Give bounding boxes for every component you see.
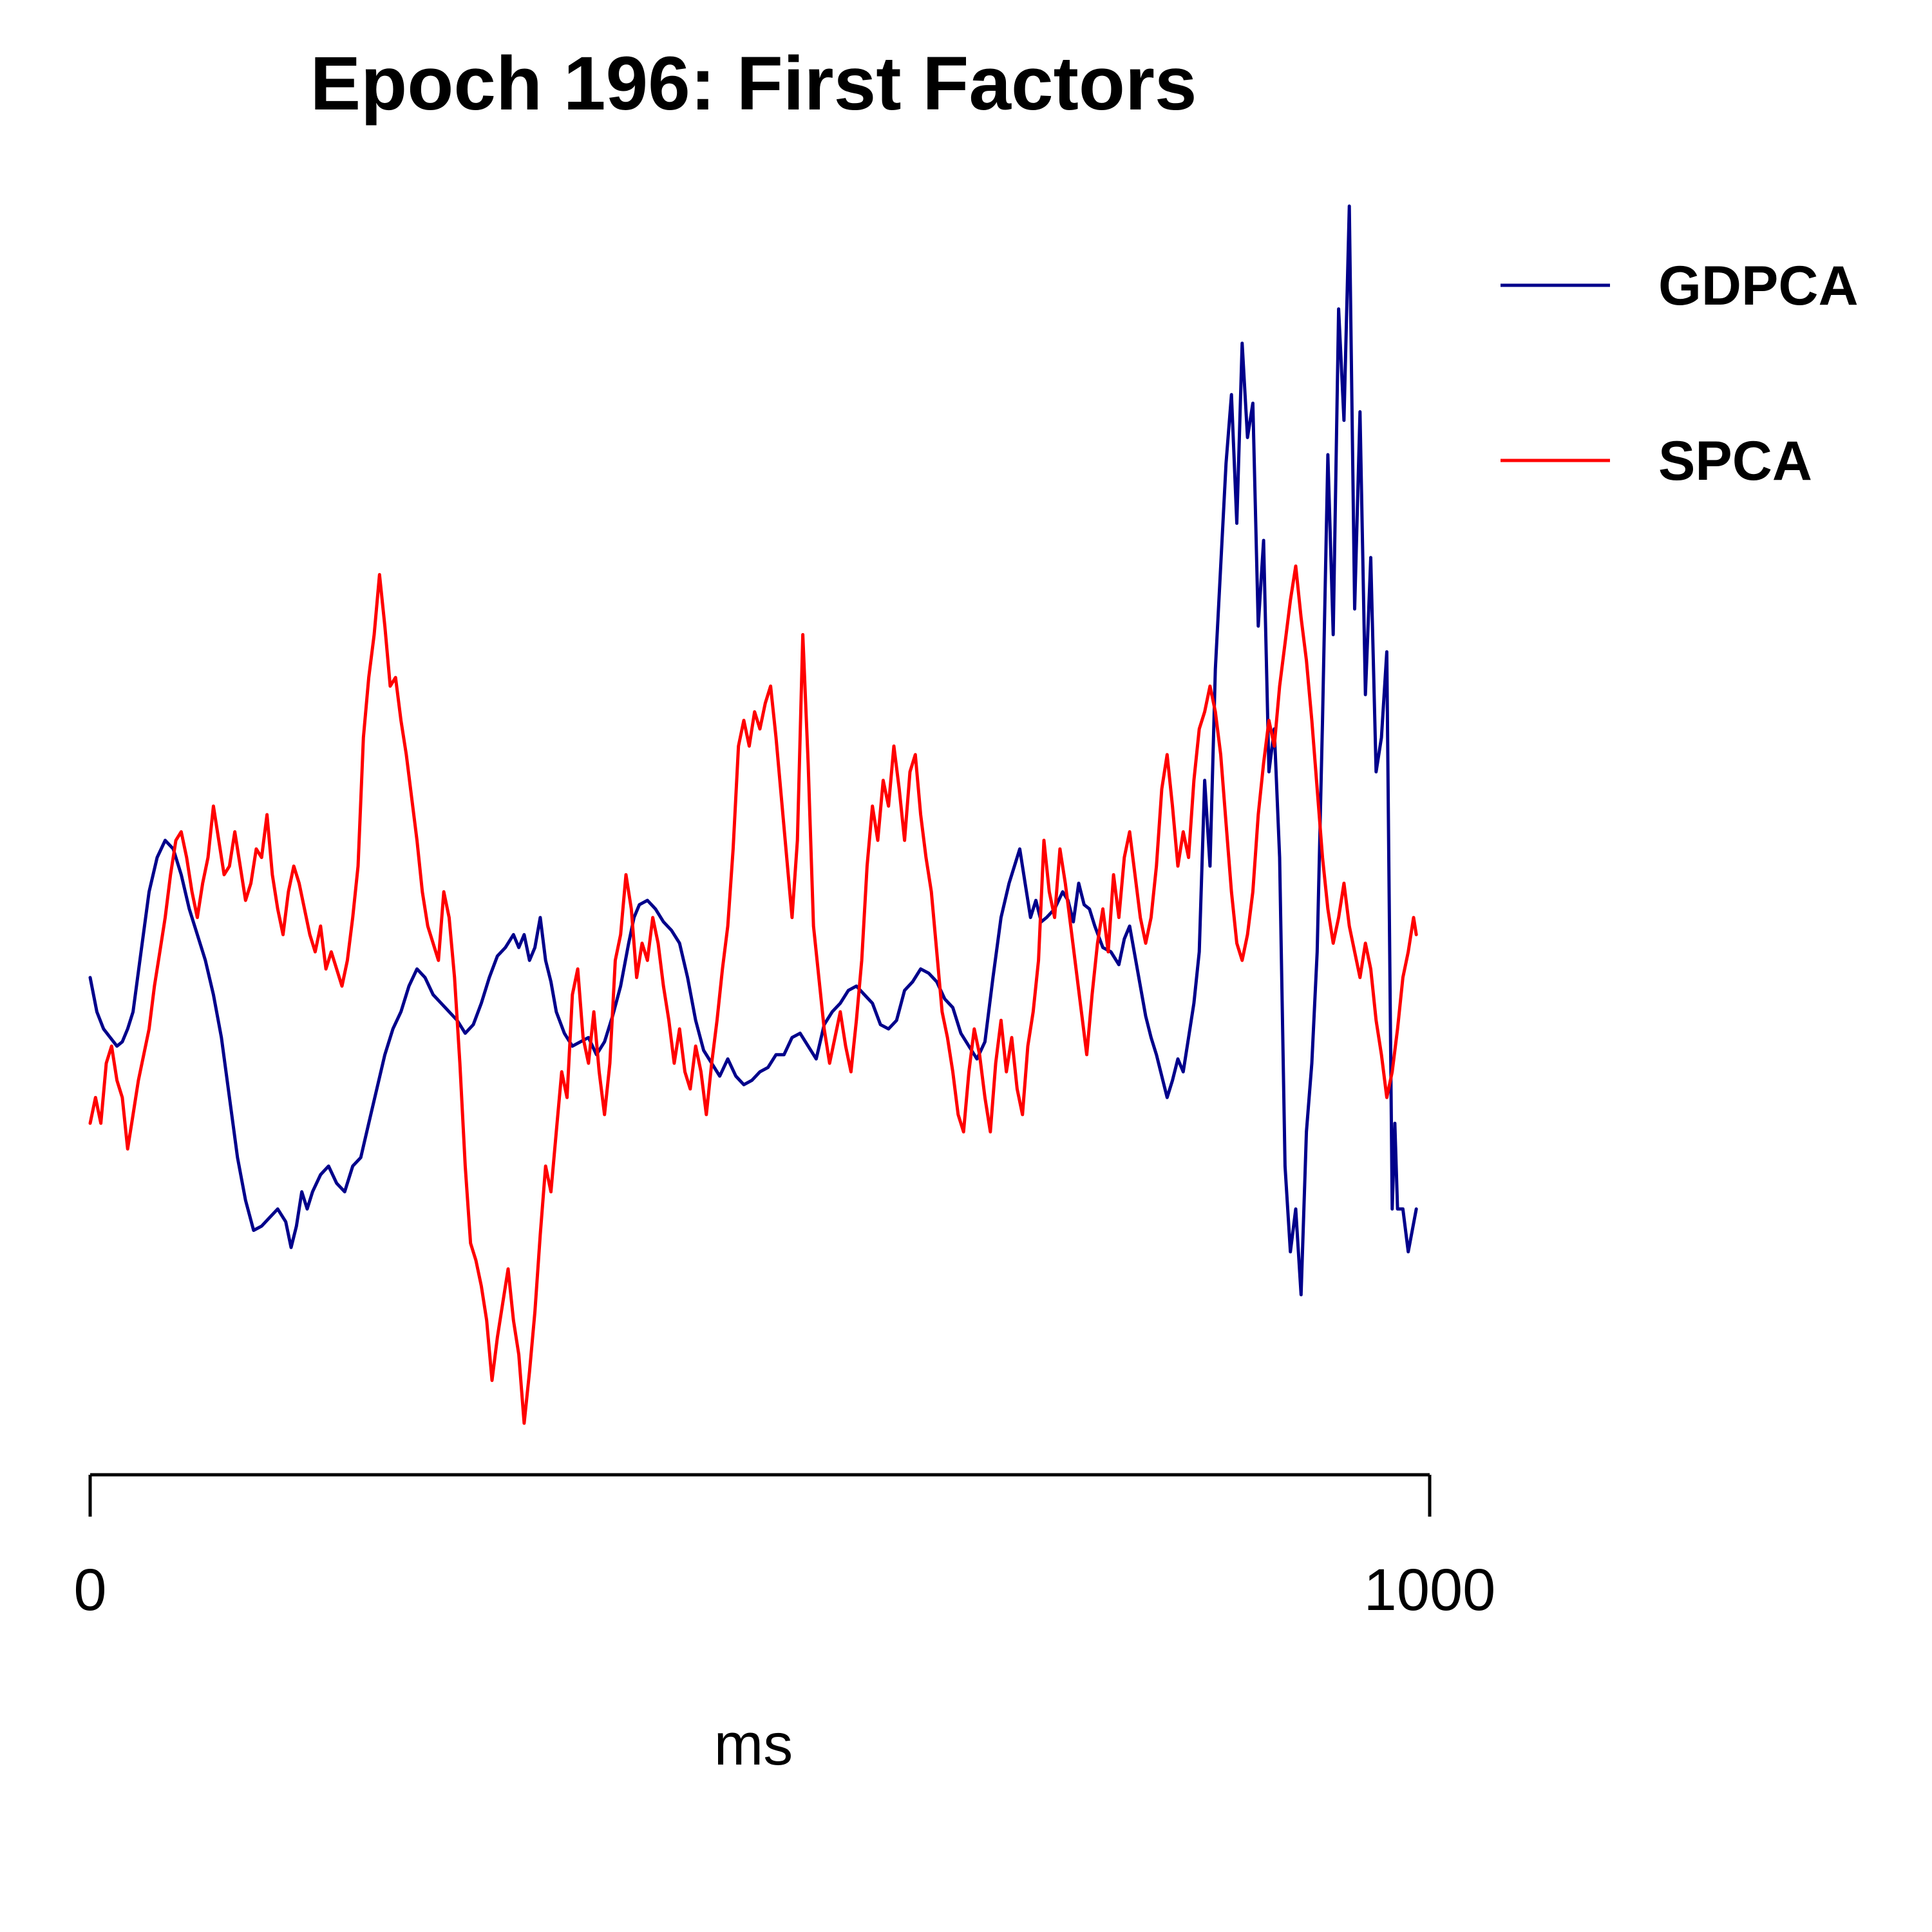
x-axis-label: ms [714, 1712, 793, 1777]
legend: GDPCA SPCA [1501, 255, 1859, 492]
x-tick-label: 0 [73, 1557, 106, 1623]
chart-title: Epoch 196: First Factors [310, 41, 1197, 126]
legend-label-gdpca: GDPCA [1658, 255, 1859, 317]
plot-area [88, 204, 1418, 1425]
series-line-spca [88, 564, 1418, 1425]
legend-label-spca: SPCA [1658, 430, 1812, 492]
series-line-gdpca [88, 204, 1418, 1296]
x-tick-label: 1000 [1364, 1557, 1496, 1623]
x-axis: 0 1000 [73, 1473, 1496, 1623]
